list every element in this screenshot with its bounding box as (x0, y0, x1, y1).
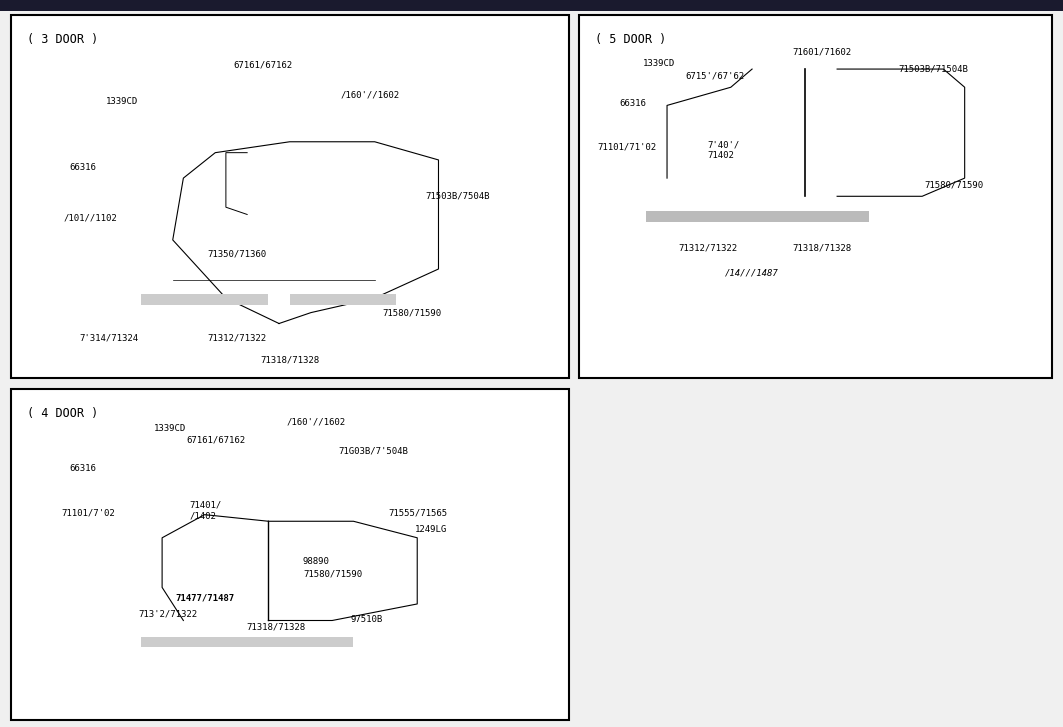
Bar (0, 0, 1063, 11)
Text: 67161/67162: 67161/67162 (234, 61, 293, 70)
FancyBboxPatch shape (11, 389, 569, 720)
Text: 71318/71328: 71318/71328 (247, 622, 306, 631)
Text: 71580/71590: 71580/71590 (303, 570, 362, 579)
Text: 66316: 66316 (69, 465, 96, 473)
Text: 71580/71590: 71580/71590 (925, 181, 984, 190)
Text: /160'//1602: /160'//1602 (340, 90, 400, 99)
Text: /14///1487: /14///1487 (725, 268, 779, 277)
FancyBboxPatch shape (579, 15, 1052, 378)
Text: 6715'/67'62: 6715'/67'62 (686, 72, 745, 81)
Text: 71312/71322: 71312/71322 (678, 244, 738, 252)
Text: 1339CD: 1339CD (106, 97, 138, 106)
Text: ( 4 DOOR ): ( 4 DOOR ) (27, 407, 98, 420)
Text: 1249LG: 1249LG (415, 526, 446, 534)
Text: 97510B: 97510B (351, 615, 383, 624)
Text: 66316: 66316 (69, 163, 96, 172)
Text: 71503B/71504B: 71503B/71504B (898, 65, 968, 73)
Text: 67161/67162: 67161/67162 (186, 435, 246, 444)
Text: 1339CD: 1339CD (154, 425, 186, 433)
Text: 71101/71'02: 71101/71'02 (597, 142, 657, 151)
Text: 7'314/71324: 7'314/71324 (80, 334, 139, 342)
Text: 1339CD: 1339CD (643, 59, 675, 68)
Text: 71503B/7504B: 71503B/7504B (425, 192, 490, 201)
Text: 71350/71360: 71350/71360 (207, 250, 267, 259)
Text: ( 5 DOOR ): ( 5 DOOR ) (595, 33, 667, 46)
Text: 71318/71328: 71318/71328 (792, 244, 851, 252)
Text: 71555/71565: 71555/71565 (388, 508, 448, 517)
Text: 98890: 98890 (303, 557, 330, 566)
Text: 66316: 66316 (620, 99, 646, 108)
Text: ( 3 DOOR ): ( 3 DOOR ) (27, 33, 98, 46)
Text: 7'40'/
71402: 7'40'/ 71402 (707, 141, 739, 160)
Text: 71101/7'02: 71101/7'02 (62, 508, 116, 517)
Text: 71401/
/1402: 71401/ /1402 (189, 501, 221, 520)
FancyBboxPatch shape (11, 15, 569, 378)
Text: 71G03B/7'504B: 71G03B/7'504B (338, 446, 408, 455)
Text: 71318/71328: 71318/71328 (260, 356, 320, 364)
Text: 71580/71590: 71580/71590 (383, 308, 442, 317)
Text: 713'2/71322: 713'2/71322 (138, 610, 198, 619)
Text: 71601/71602: 71601/71602 (792, 48, 851, 57)
Text: /101//1102: /101//1102 (64, 214, 118, 222)
Text: 71312/71322: 71312/71322 (207, 334, 267, 342)
Text: /160'//1602: /160'//1602 (287, 417, 347, 426)
Text: 71477/71487: 71477/71487 (175, 593, 235, 602)
